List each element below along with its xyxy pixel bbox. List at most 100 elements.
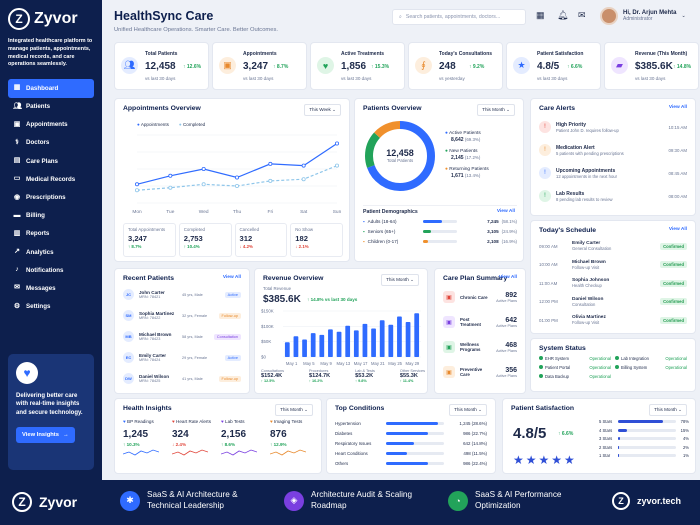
- careplan-view-all[interactable]: View All: [498, 275, 517, 280]
- sidebar-item-medical-records[interactable]: ▭ Medical Records: [13, 175, 76, 183]
- sidebar-item-care-plans[interactable]: ▤ Care Plans: [13, 157, 58, 165]
- period-select[interactable]: This Month ⌄: [477, 104, 515, 116]
- sidebar-item-messages[interactable]: ✉ Messages: [14, 284, 56, 292]
- schedule-item[interactable]: 10:00 AM Michael Brown Follow-up Visit Co…: [539, 260, 687, 270]
- schedule-item[interactable]: 11:00 AM Sophia Johnson Health Checkup Co…: [539, 278, 687, 288]
- table-row[interactable]: MB Michael Brown MRN: 78423 58 yrs, Male …: [123, 331, 241, 342]
- message-icon[interactable]: ✉: [578, 10, 586, 20]
- rating-row: 2 Stars 2%: [599, 444, 689, 450]
- avatar: DW: [123, 373, 134, 384]
- bar: [379, 320, 385, 357]
- star-icon: ★: [513, 57, 530, 74]
- table-row[interactable]: SM Sophia Martinez MRN: 78422 32 yrs, Fem…: [123, 310, 241, 321]
- footer-site[interactable]: Z zyvor.tech: [612, 492, 681, 510]
- search-input[interactable]: ⌕ Search patients, appointments, doctors.…: [392, 9, 526, 25]
- sidebar-item-appointments[interactable]: ▣ Appointments: [13, 120, 68, 129]
- clipboard-icon: ▤: [13, 157, 21, 165]
- grid-icon: ▦: [13, 84, 21, 92]
- footer-brand[interactable]: Z Zyvor: [12, 492, 77, 512]
- sidebar-item-notifications[interactable]: ♪ Notifications: [8, 261, 94, 279]
- period-select[interactable]: This Month ⌄: [449, 404, 487, 416]
- period-select[interactable]: This Month ⌄: [275, 404, 313, 416]
- kpi-card[interactable]: ▰ Revenue (This Month) $385.6K ↑ 14.8% v…: [604, 42, 699, 90]
- pie-slice-returning-patients: [365, 121, 435, 191]
- schedule-view-all[interactable]: View All: [668, 227, 687, 232]
- footer-service-item[interactable]: ◔ SaaS & AI Performance Optimization: [448, 490, 599, 511]
- data-point: [168, 185, 173, 190]
- sparkline: [220, 449, 258, 456]
- care-plan-item[interactable]: ▣ Wellness Programs 468 Active Plans: [443, 341, 517, 353]
- rating-row: 3 Stars 4%: [599, 436, 689, 441]
- brand-logo[interactable]: Z Zyvor: [8, 8, 94, 30]
- sidebar-item-reports[interactable]: ▥ Reports: [13, 229, 50, 238]
- schedule-item[interactable]: 09:00 AM Emily Carter General Consultatio…: [539, 241, 687, 251]
- sidebar-item-patients[interactable]: 👥︎ Patients: [13, 102, 51, 111]
- bell-icon: ♪: [15, 266, 19, 274]
- table-row[interactable]: JC John Carter MRN: 78421 45 yrs, Male Ac…: [123, 289, 241, 300]
- footer-service-item[interactable]: ◈ Architecture Audit & Scaling Roadmap: [284, 490, 435, 511]
- sidebar-item-billing[interactable]: ▬ Billing: [13, 211, 45, 220]
- condition-row: Respiratory Issues 642 (14.8%): [335, 441, 487, 446]
- bar: [310, 333, 316, 357]
- data-point: [235, 175, 240, 180]
- data-point: [201, 182, 206, 187]
- alert-item[interactable]: ! High Priority Patient John D. requires …: [539, 121, 687, 133]
- kpi-card[interactable]: ★ Patient Satisfaction 4.8/5 ↑ 6.6% vs l…: [506, 42, 601, 90]
- bar: [328, 329, 333, 357]
- view-insights-button[interactable]: View Insights →: [16, 427, 75, 444]
- sidebar-item-prescriptions[interactable]: ◉ Prescriptions: [13, 193, 66, 202]
- sidebar-item-settings[interactable]: ⚙ Settings: [13, 302, 51, 311]
- x-tick-label: May 1: [286, 361, 298, 366]
- alert-icon: !: [539, 190, 551, 202]
- alerts-view-all[interactable]: View All: [668, 105, 687, 110]
- kpi-card[interactable]: ∮ Today's Consultations 248 ↑ 9.2% vs ye…: [408, 42, 503, 90]
- kpi-card[interactable]: ▣ Appointments 3,247 ↑ 8.7% vs last 30 d…: [212, 42, 307, 90]
- patients-donut-chart: [365, 121, 435, 191]
- search-icon: ⌕: [399, 13, 402, 20]
- system-status-item: Patient Portal Operational: [539, 365, 615, 370]
- data-point: [334, 163, 339, 168]
- sidebar-item-doctors[interactable]: ⚕ Doctors: [8, 134, 94, 152]
- schedule-item[interactable]: 01:00 PM Olivia Martinez Follow-up Visit …: [539, 315, 687, 325]
- sidebar-item-analytics[interactable]: ↗ Analytics: [14, 248, 54, 256]
- period-select[interactable]: This Month ⌄: [381, 274, 419, 286]
- care-plan-summary-card: Care Plan Summary View All ▣ Chronic Car…: [434, 268, 526, 394]
- alert-item[interactable]: ! Upcoming Appointments 12 appointments i…: [539, 167, 687, 179]
- tagline: Integrated healthcare platform to manage…: [8, 38, 93, 68]
- revenue-total: $385.6K: [263, 294, 301, 305]
- pie-slice-new-patients: [365, 121, 435, 191]
- alert-item[interactable]: ! Medication Alert 5 patients with pendin…: [539, 144, 687, 156]
- calendar-icon[interactable]: ▦: [536, 10, 545, 20]
- table-row[interactable]: EC Emily Carter MRN: 78424 29 yrs, Female…: [123, 352, 241, 363]
- demographic-row: ▪ Seniors (65+) 3,105 (24.9%): [363, 229, 517, 234]
- user-profile[interactable]: Hi, Dr. Arjun Mehta Administrator ⌄: [600, 7, 686, 25]
- care-plan-item[interactable]: ▣ Preventive Care 356 Active Plans: [443, 366, 517, 378]
- folder-icon: ▭: [13, 175, 21, 183]
- sidebar-item-dashboard[interactable]: ▦ Dashboard: [8, 79, 94, 98]
- kpi-card[interactable]: ♥ Active Treatments 1,856 ↑ 15.3% vs las…: [310, 42, 405, 90]
- care-plan-item[interactable]: ▣ Chronic Care 892 Active Plans: [443, 291, 517, 303]
- recent-view-all[interactable]: View All: [222, 275, 241, 280]
- avatar: EC: [123, 352, 134, 363]
- care-plan-item[interactable]: ▣ Post Treatment 642 Active Plans: [443, 316, 517, 328]
- footer-service-item[interactable]: ✱ SaaS & AI Architecture & Technical Lea…: [120, 490, 271, 511]
- bell-icon[interactable]: 🔔︎: [557, 10, 569, 20]
- schedule-item[interactable]: 12:00 PM Daniel Wilson Consultation Confi…: [539, 297, 687, 307]
- table-row[interactable]: DW Daniel Wilson MRN: 78425 41 yrs, Male …: [123, 373, 241, 384]
- plan-icon: ▣: [443, 366, 455, 378]
- demographics-view-all[interactable]: View All: [496, 209, 515, 214]
- data-point: [235, 184, 240, 189]
- avatar: MB: [123, 331, 134, 342]
- revenue-stat: Other Services $55.3K ↑ 11.4%: [399, 369, 425, 383]
- period-select[interactable]: This Week ⌄: [304, 104, 341, 116]
- promo-text: Delivering better care with real-time in…: [16, 393, 83, 416]
- period-select[interactable]: This Month ⌄: [649, 404, 687, 416]
- kpi-card[interactable]: 👥︎ Total Patients 12,458 ↑ 12.6% vs last…: [114, 42, 209, 90]
- appointment-stat: Cancelled 312 ↓ 4.2%: [234, 223, 288, 257]
- patients-overview-card: Patients Overview This Month ⌄ 12,458 To…: [354, 98, 524, 262]
- data-point: [301, 163, 306, 168]
- condition-row: Hypertension 1,245 (28.6%): [335, 421, 487, 426]
- alert-item[interactable]: ! Lab Results 8 pending lab results to re…: [539, 190, 687, 202]
- demographics-title: Patient Demographics: [363, 209, 418, 215]
- demographic-row: ▪ Children (0-17) 2,108 (16.9%): [363, 239, 517, 244]
